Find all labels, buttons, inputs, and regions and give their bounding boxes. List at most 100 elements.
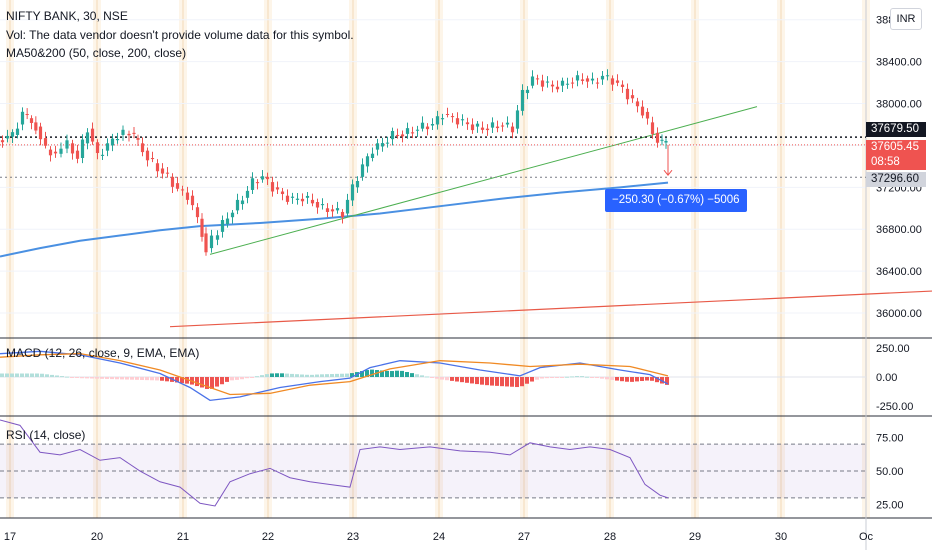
candle-body <box>5 135 10 139</box>
macd-histogram-bar <box>140 377 144 380</box>
candle-body <box>545 81 550 83</box>
macd-histogram-bar <box>275 373 279 377</box>
candle-body <box>550 84 555 87</box>
macd-histogram-bar <box>510 377 514 387</box>
macd-histogram-bar <box>615 377 619 381</box>
candle-body <box>475 123 480 127</box>
candle-body <box>165 172 170 174</box>
candle-body <box>560 80 565 86</box>
macd-histogram-bar <box>505 377 509 387</box>
candle-body <box>515 110 520 129</box>
macd-histogram-bar <box>440 377 444 380</box>
candle-body <box>470 124 475 131</box>
candle-body <box>430 123 435 126</box>
candle-body <box>290 196 295 198</box>
price-tick-label: 38400.00 <box>876 57 922 69</box>
macd-histogram-bar <box>265 374 269 377</box>
candle-body <box>620 84 625 87</box>
macd-histogram-bar <box>380 370 384 377</box>
candle-body <box>340 211 345 218</box>
macd-histogram-bar <box>150 377 154 381</box>
date-tick-label: 21 <box>177 531 189 543</box>
candle-body <box>150 158 155 160</box>
candle-body <box>410 132 415 134</box>
macd-histogram-bar <box>230 377 234 381</box>
macd-histogram-bar <box>425 376 429 378</box>
macd-histogram-bar <box>620 377 624 382</box>
macd-histogram-bar <box>665 377 669 385</box>
macd-histogram-bar <box>605 377 609 380</box>
candle-body <box>310 199 315 204</box>
date-tick-label: 17 <box>4 531 16 543</box>
volume-legend: Vol: The data vendor doesn't provide vol… <box>6 28 354 42</box>
macd-histogram-bar <box>165 377 169 382</box>
price-tag-countdown: 08:58 <box>866 155 926 170</box>
candle-body <box>0 140 5 143</box>
candle-body <box>664 140 668 143</box>
candle-body <box>260 176 265 180</box>
macd-histogram-bar <box>540 377 544 379</box>
trendline <box>209 106 758 255</box>
ma-legend[interactable]: MA50&200 (50, close, 200, close) <box>6 46 187 60</box>
macd-histogram-bar <box>25 373 29 377</box>
candle-body <box>140 143 145 153</box>
price-tick-label: 38000.00 <box>876 99 922 111</box>
macd-histogram-bar <box>285 373 289 377</box>
macd-histogram-bar <box>145 377 149 381</box>
candle-body <box>485 128 490 131</box>
candle-body <box>400 134 405 137</box>
macd-histogram-bar <box>210 377 214 389</box>
candle-body <box>300 198 305 202</box>
macd-histogram-bar <box>330 374 334 377</box>
macd-histogram-bar <box>290 373 294 377</box>
candle-body <box>175 183 180 189</box>
macd-histogram-bar <box>225 377 229 382</box>
macd-histogram-bar <box>585 376 589 378</box>
rsi-legend[interactable]: RSI (14, close) <box>6 428 86 442</box>
macd-histogram-bar <box>530 377 534 382</box>
candle-body <box>445 114 450 115</box>
macd-histogram-bar <box>525 377 529 384</box>
macd-histogram-bar <box>400 370 404 377</box>
macd-histogram-bar <box>280 373 284 377</box>
symbol-legend[interactable]: NIFTY BANK, 30, NSE <box>6 9 128 23</box>
macd-histogram-bar <box>470 377 474 384</box>
candle-body <box>80 139 85 158</box>
macd-histogram-bar <box>215 377 219 387</box>
macd-histogram-bar <box>250 377 254 378</box>
candle-body <box>225 218 230 224</box>
candle-body <box>360 164 365 177</box>
macd-histogram-bar <box>640 377 644 381</box>
rsi-tick-label: 50.00 <box>876 466 904 478</box>
macd-histogram-bar <box>155 377 159 381</box>
candle-body <box>330 209 335 212</box>
candle-body <box>85 132 90 144</box>
candle-body <box>655 132 660 143</box>
candle-body <box>435 116 440 125</box>
candle-body <box>121 129 125 135</box>
currency-button[interactable]: INR <box>890 8 922 30</box>
candle-body <box>455 118 460 125</box>
candle-body <box>495 126 500 129</box>
candle-body <box>450 116 455 118</box>
macd-legend[interactable]: MACD (12, 26, close, 9, EMA, EMA) <box>6 346 200 360</box>
candle-body <box>75 150 80 159</box>
macd-histogram-bar <box>535 377 539 380</box>
candle-body <box>10 132 15 137</box>
price-tag-dotted-level: 37679.50 <box>866 122 926 137</box>
candle-body <box>180 189 185 191</box>
macd-histogram-bar <box>650 377 654 381</box>
macd-histogram-bar <box>395 370 399 377</box>
candle-body <box>132 132 136 134</box>
macd-histogram-bar <box>185 377 189 384</box>
rsi-tick-label: 75.00 <box>876 432 904 444</box>
candle-body <box>385 142 390 144</box>
macd-histogram-bar <box>365 370 369 377</box>
candle-body <box>204 233 208 253</box>
macd-histogram-bar <box>500 377 504 387</box>
macd-histogram-bar <box>175 377 179 383</box>
candle-body <box>305 195 310 198</box>
candle-body <box>365 156 370 167</box>
candle-body <box>525 89 530 94</box>
